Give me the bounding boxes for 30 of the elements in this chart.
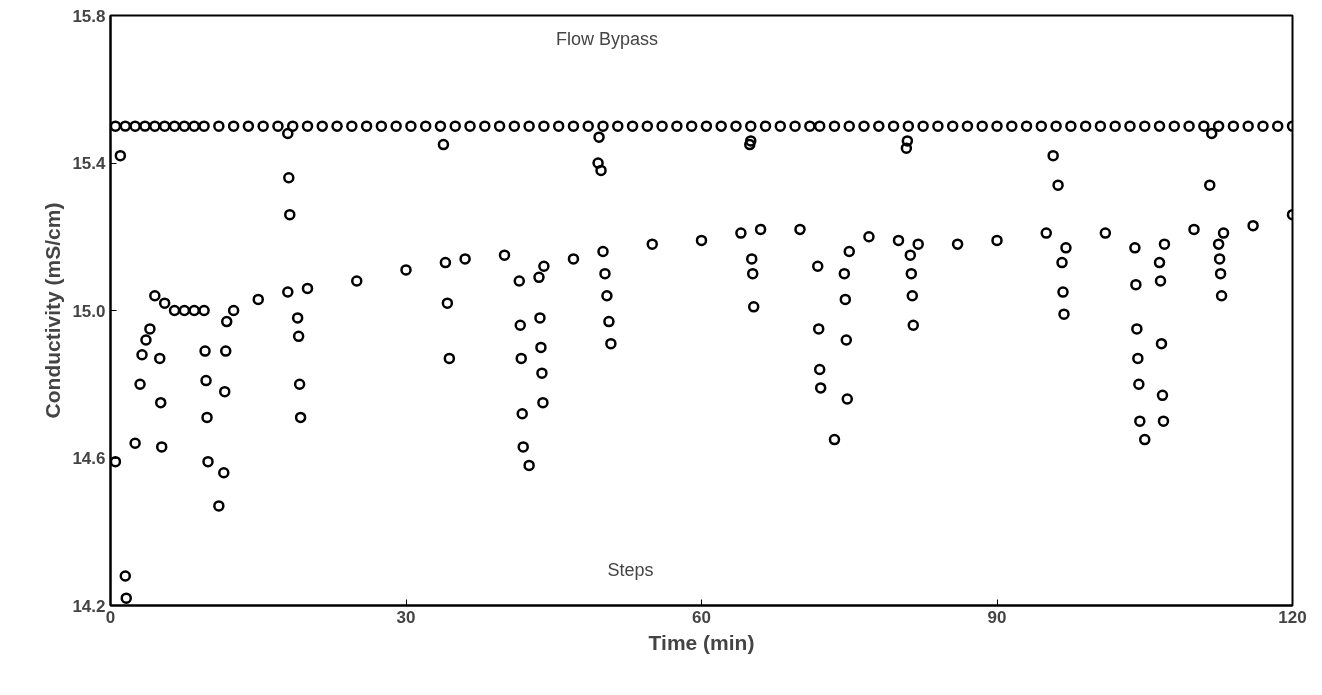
point (1052, 179, 1064, 191)
x-tick-label: 0 (105, 607, 116, 627)
point (1205, 127, 1218, 140)
point (900, 142, 913, 154)
y-tick-label: 15.0 (72, 301, 106, 321)
x-tick-label: 90 (987, 607, 1007, 627)
point (284, 208, 296, 221)
point (593, 131, 605, 143)
x-axis-title: Time (min) (648, 630, 755, 654)
y-tick-label: 14.6 (72, 449, 106, 468)
y-axis-title: Conductivity (mS/cm) (41, 202, 65, 419)
annotation: Steps (607, 560, 654, 581)
point (283, 172, 295, 184)
x-tick-label: 120 (1278, 607, 1307, 627)
point (282, 127, 294, 140)
annotation: Flow Bypass (555, 29, 658, 50)
point (437, 138, 450, 151)
point (592, 157, 604, 169)
point (1047, 149, 1059, 162)
point (114, 149, 127, 162)
y-tick-label: 15.8 (72, 6, 106, 26)
point (744, 138, 756, 151)
y-tick-label: 15.4 (72, 154, 107, 173)
point (745, 135, 757, 147)
x-tick-label: 60 (692, 607, 711, 627)
point (1204, 179, 1216, 191)
x-tick-label: 30 (396, 607, 416, 627)
y-tick-label: 14.2 (72, 596, 106, 616)
point (595, 164, 607, 177)
point (901, 135, 914, 147)
